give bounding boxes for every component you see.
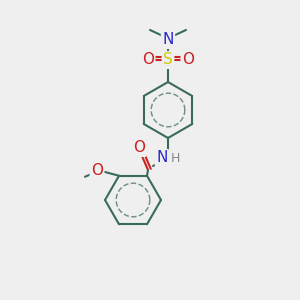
Text: O: O — [182, 52, 194, 68]
Text: H: H — [170, 152, 180, 166]
Text: O: O — [91, 163, 103, 178]
Text: N: N — [156, 151, 168, 166]
Text: O: O — [142, 52, 154, 68]
Text: N: N — [162, 32, 174, 47]
Text: S: S — [163, 52, 173, 68]
Text: O: O — [133, 140, 145, 155]
